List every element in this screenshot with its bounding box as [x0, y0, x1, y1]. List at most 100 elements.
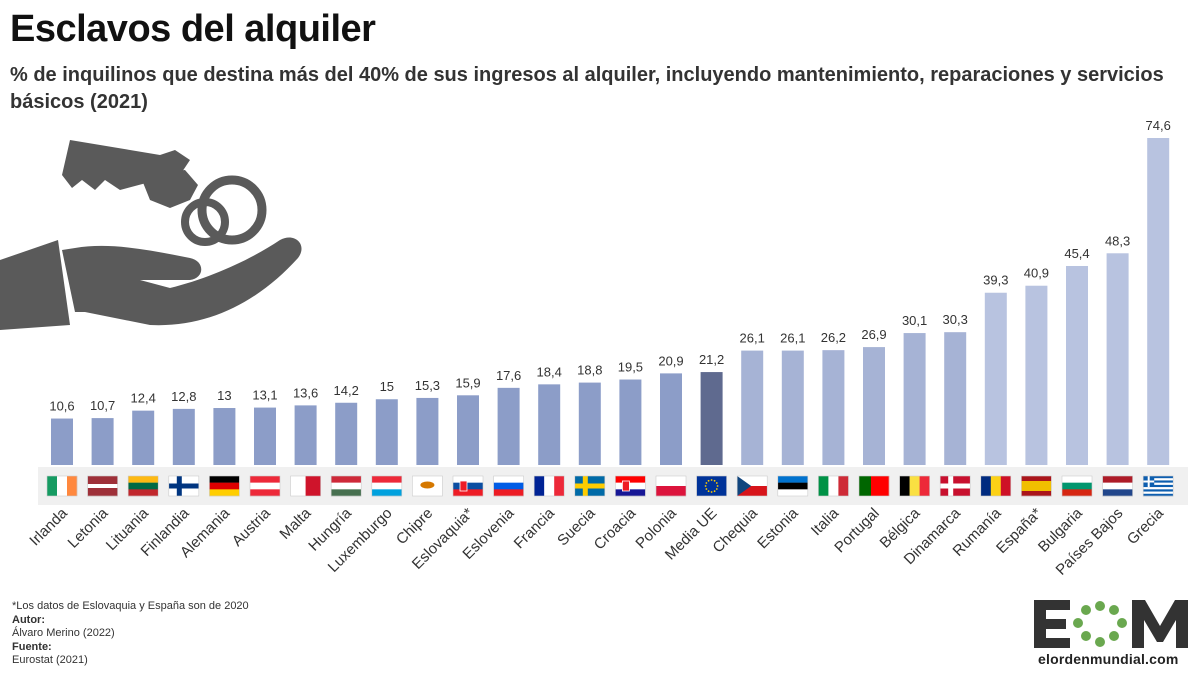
data-label: 14,2 — [334, 383, 359, 398]
eom-logo[interactable]: elordenmundial.com — [1032, 598, 1192, 670]
flag-icon — [1021, 475, 1052, 497]
flag-icon — [858, 475, 890, 497]
data-label: 21,2 — [699, 352, 724, 367]
data-label: 15,9 — [455, 375, 480, 390]
flag-icon — [493, 475, 524, 497]
flag-icon — [777, 475, 809, 497]
category-label: Austria — [229, 504, 274, 549]
flag-icon — [1142, 475, 1174, 497]
bar — [497, 387, 520, 465]
author-label: Autor: — [12, 613, 45, 626]
bar-chart: 10,6Irlanda10,7Letonia12,4Lituania12,8Fi… — [26, 118, 1188, 579]
source-label: Fuente: — [12, 640, 52, 653]
bar — [903, 333, 926, 465]
flag-icon — [290, 475, 321, 497]
flag-icon — [412, 475, 443, 497]
data-label: 15,3 — [415, 378, 440, 393]
category-label: Croacia — [591, 504, 640, 553]
category-label: Italia — [808, 504, 843, 539]
flag-icon — [696, 475, 727, 497]
flag-icon — [615, 475, 646, 497]
bar — [944, 332, 967, 465]
category-label: Chequia — [709, 504, 761, 556]
bar — [51, 418, 73, 465]
category-label: Estonia — [754, 504, 802, 552]
bar — [863, 347, 885, 465]
flag-icon — [736, 475, 768, 497]
flag-icon — [330, 475, 362, 497]
category-label: España* — [993, 505, 1045, 557]
bar — [1066, 265, 1088, 465]
bar — [538, 384, 561, 465]
data-label: 26,1 — [780, 331, 805, 346]
bar — [1147, 138, 1170, 465]
category-label: Irlanda — [26, 504, 71, 549]
data-label: 40,9 — [1024, 266, 1049, 281]
flag-icon — [574, 475, 606, 497]
bar — [416, 397, 439, 465]
flag-icon — [209, 475, 240, 497]
bar — [741, 350, 764, 465]
flag-icon — [655, 475, 687, 497]
flag-icon — [899, 475, 930, 497]
logo-site-text: elordenmundial.com — [1038, 651, 1179, 667]
data-label: 13 — [217, 388, 231, 403]
data-label: 26,9 — [861, 327, 886, 342]
flag-icon — [1061, 475, 1093, 497]
flag-icon — [46, 475, 78, 497]
author-name: Álvaro Merino (2022) — [12, 627, 115, 639]
category-label: Malta — [276, 504, 314, 542]
data-label: 18,4 — [537, 364, 562, 379]
bar — [335, 402, 358, 465]
bar — [822, 350, 845, 465]
hand-holding-keys-icon — [0, 140, 302, 330]
bar — [213, 408, 236, 465]
bar — [700, 372, 723, 465]
data-label: 20,9 — [658, 353, 683, 368]
flag-icon — [127, 475, 159, 497]
data-label: 39,3 — [983, 273, 1008, 288]
flag-icon — [533, 475, 565, 497]
category-label: Portugal — [831, 505, 883, 557]
data-label: 10,6 — [49, 399, 74, 414]
bar — [1025, 285, 1048, 465]
data-label: 30,3 — [943, 312, 968, 327]
footer: *Los datos de Eslovaquia y España son de… — [12, 600, 249, 668]
bar — [660, 373, 682, 465]
data-label: 15 — [380, 379, 394, 394]
data-label: 12,4 — [131, 391, 156, 406]
data-label: 12,8 — [171, 389, 196, 404]
flag-icon — [1102, 475, 1133, 497]
bar — [172, 408, 195, 465]
bar — [294, 405, 317, 465]
bar — [375, 399, 398, 465]
data-label: 13,6 — [293, 385, 318, 400]
bar — [457, 395, 479, 465]
footnote: *Los datos de Eslovaquia y España son de… — [12, 600, 249, 612]
flag-icon — [87, 475, 118, 497]
flag-icon — [371, 475, 403, 497]
flag-icon — [818, 475, 849, 497]
eom-logo-mark — [1034, 600, 1188, 648]
data-label: 48,3 — [1105, 233, 1130, 248]
bar — [578, 382, 601, 465]
bar — [619, 379, 642, 465]
data-label: 26,1 — [740, 331, 765, 346]
category-label: Francia — [511, 504, 559, 552]
flag-icon — [452, 475, 484, 497]
data-label: 13,1 — [252, 388, 277, 403]
category-label: Grecia — [1124, 504, 1168, 548]
bar — [984, 292, 1007, 465]
flag-icon — [939, 475, 971, 497]
data-label: 18,8 — [577, 363, 602, 378]
flag-icon — [168, 475, 200, 497]
bar — [781, 350, 804, 465]
chart-subtitle: % de inquilinos que destina más del 40% … — [10, 64, 1164, 113]
data-label: 10,7 — [90, 398, 115, 413]
data-label: 74,6 — [1146, 118, 1171, 133]
bar — [254, 407, 276, 465]
data-label: 17,6 — [496, 368, 521, 383]
flag-icon — [249, 475, 281, 497]
bar — [91, 418, 114, 465]
source-name: Eurostat (2021) — [12, 654, 88, 666]
